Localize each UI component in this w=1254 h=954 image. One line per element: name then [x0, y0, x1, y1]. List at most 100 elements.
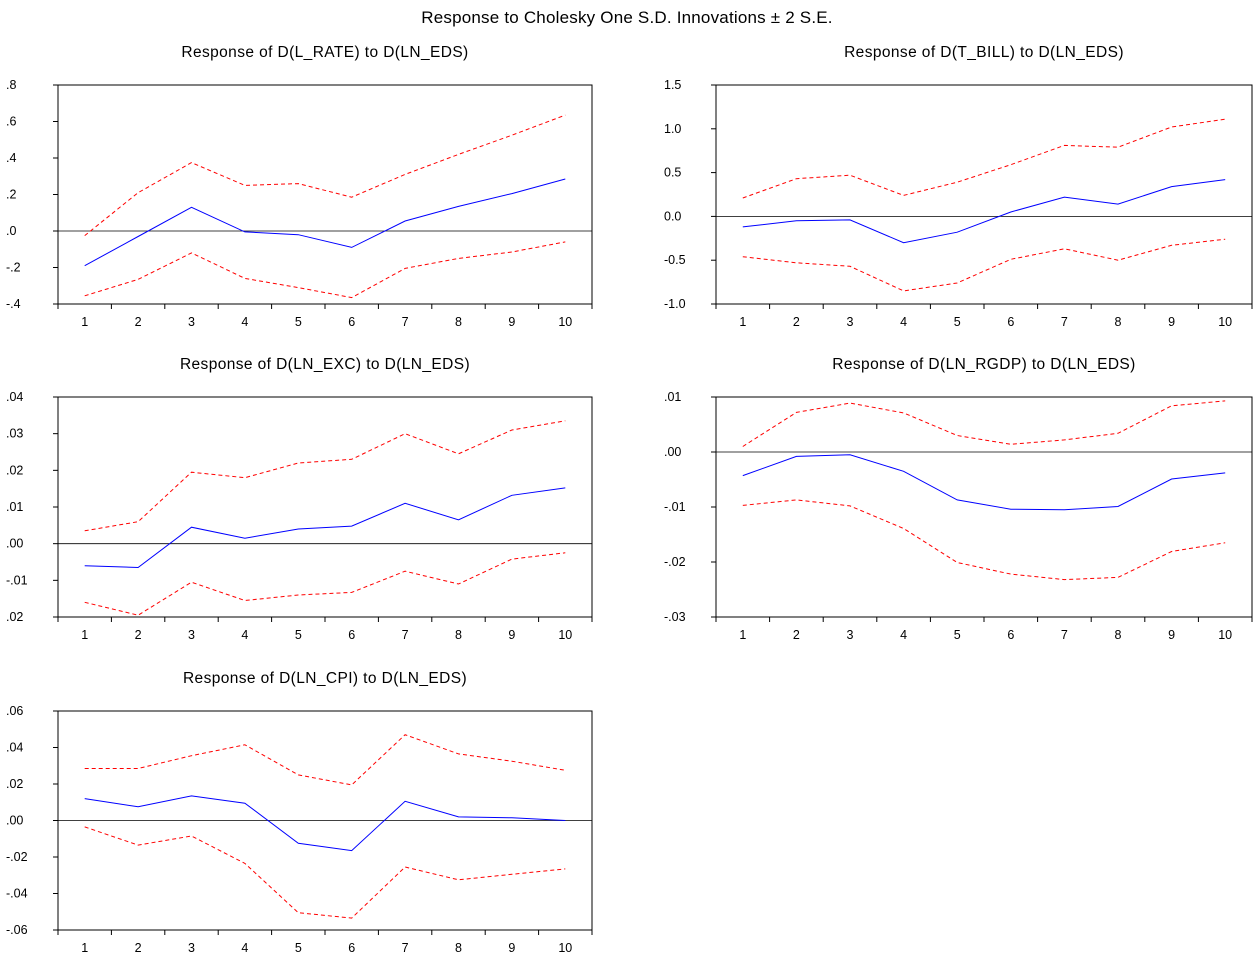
y-tick-label: .00 [6, 814, 23, 828]
x-tick-label: 3 [847, 628, 854, 642]
x-tick-label: 4 [241, 941, 248, 954]
y-tick-label: .02 [6, 610, 23, 624]
lower-band-line [84, 552, 566, 616]
x-tick-label: 1 [739, 628, 746, 642]
y-tick-label: -.03 [664, 610, 686, 624]
y-tick-label: 0.0 [664, 209, 681, 223]
y-tick-label: .0 [6, 224, 16, 238]
y-tick-label: .02 [6, 463, 23, 477]
x-tick-label: 9 [1168, 315, 1175, 329]
y-tick-label: .03 [6, 427, 23, 441]
y-tick-label: .8 [6, 78, 16, 92]
lower-band-line [84, 241, 566, 299]
x-tick-label: 8 [1115, 315, 1122, 329]
x-tick-label: 10 [558, 315, 572, 329]
upper-band-line [84, 114, 566, 236]
plot-frame [715, 396, 1253, 618]
y-tick-label: .06 [6, 704, 23, 718]
x-tick-label: 7 [402, 941, 409, 954]
y-tick-label: .02 [6, 777, 23, 791]
y-tick-label: -.02 [6, 850, 28, 864]
x-tick-label: 6 [348, 315, 355, 329]
y-tick-label: -.04 [6, 887, 28, 901]
x-tick-label: 3 [188, 628, 195, 642]
y-tick-label: -.02 [664, 555, 686, 569]
figure-title: Response to Cholesky One S.D. Innovation… [421, 8, 833, 27]
x-tick-label: 2 [793, 315, 800, 329]
y-tick-label: -0.5 [664, 253, 686, 267]
x-tick-label: 8 [455, 941, 462, 954]
y-tick-label: 1.5 [664, 78, 681, 92]
y-tick-label: .01 [664, 390, 681, 404]
y-tick-label: .4 [6, 151, 16, 165]
y-tick-label: -.01 [6, 573, 28, 587]
x-tick-label: 10 [1218, 315, 1232, 329]
x-tick-label: 2 [793, 628, 800, 642]
x-tick-label: 5 [295, 941, 302, 954]
y-tick-label: 1.0 [664, 122, 681, 136]
panel-ln-exc: Response of D(LN_EXC) to D(LN_EDS) .02 -.0… [6, 356, 593, 642]
x-tick-label: 4 [900, 628, 907, 642]
plot-frame [57, 84, 593, 305]
x-tick-label: 10 [1218, 628, 1232, 642]
x-tick-label: 5 [954, 628, 961, 642]
x-tick-label: 9 [508, 315, 515, 329]
upper-band-line [742, 400, 1226, 447]
y-tick-label: .00 [664, 445, 681, 459]
x-tick-label: 8 [455, 315, 462, 329]
x-tick-label: 1 [81, 315, 88, 329]
x-tick-label: 1 [739, 315, 746, 329]
panel-title: Response of D(LN_RGDP) to D(LN_EDS) [832, 356, 1135, 373]
upper-band-line [84, 734, 566, 786]
x-tick-label: 2 [135, 315, 142, 329]
x-tick-label: 2 [135, 628, 142, 642]
panel-title: Response of D(LN_EXC) to D(LN_EDS) [180, 356, 470, 373]
x-tick-label: 1 [81, 628, 88, 642]
panel-title: Response of D(LN_CPI) to D(LN_EDS) [183, 670, 467, 687]
panel-t-bill: Response of D(T_BILL) to D(LN_EDS) -1.0 -0… [664, 44, 1253, 329]
response-line [84, 178, 566, 267]
y-tick-label: .04 [6, 390, 23, 404]
panel-ln-cpi: Response of D(LN_CPI) to D(LN_EDS) -.06 -.… [6, 670, 593, 954]
y-tick-label: .01 [6, 500, 23, 514]
response-line [84, 487, 566, 569]
x-tick-label: 7 [1061, 315, 1068, 329]
lower-band-line [84, 826, 566, 919]
y-tick-label: .04 [6, 741, 23, 755]
response-line [742, 454, 1226, 511]
x-tick-label: 5 [954, 315, 961, 329]
x-tick-label: 9 [1168, 628, 1175, 642]
x-tick-label: 4 [241, 628, 248, 642]
x-tick-label: 4 [241, 315, 248, 329]
y-tick-label: .6 [6, 115, 16, 129]
x-tick-label: 10 [558, 628, 572, 642]
x-tick-label: 3 [188, 315, 195, 329]
panel-ln-rgdp: Response of D(LN_RGDP) to D(LN_EDS) -.03 -… [664, 356, 1253, 642]
x-tick-label: 7 [402, 628, 409, 642]
x-tick-label: 10 [558, 941, 572, 954]
upper-band-line [84, 420, 566, 532]
x-tick-label: 5 [295, 315, 302, 329]
x-tick-label: 7 [402, 315, 409, 329]
x-tick-label: 4 [900, 315, 907, 329]
x-tick-label: 6 [348, 941, 355, 954]
x-tick-label: 8 [1115, 628, 1122, 642]
response-line [742, 179, 1226, 244]
x-tick-label: 3 [847, 315, 854, 329]
x-tick-label: 5 [295, 628, 302, 642]
x-tick-label: 1 [81, 941, 88, 954]
y-tick-label: .2 [6, 188, 16, 202]
upper-band-line [742, 118, 1226, 199]
lower-band-line [742, 499, 1226, 581]
y-tick-label: .00 [6, 537, 23, 551]
lower-band-line [742, 238, 1226, 292]
panel-title: Response of D(T_BILL) to D(LN_EDS) [844, 44, 1124, 61]
panel-title: Response of D(L_RATE) to D(LN_EDS) [181, 44, 468, 61]
x-tick-label: 3 [188, 941, 195, 954]
x-tick-label: 9 [508, 941, 515, 954]
y-tick-label: -.06 [6, 923, 28, 937]
y-tick-label: -1.0 [664, 297, 686, 311]
y-tick-label: 0.5 [664, 166, 681, 180]
x-tick-label: 2 [135, 941, 142, 954]
